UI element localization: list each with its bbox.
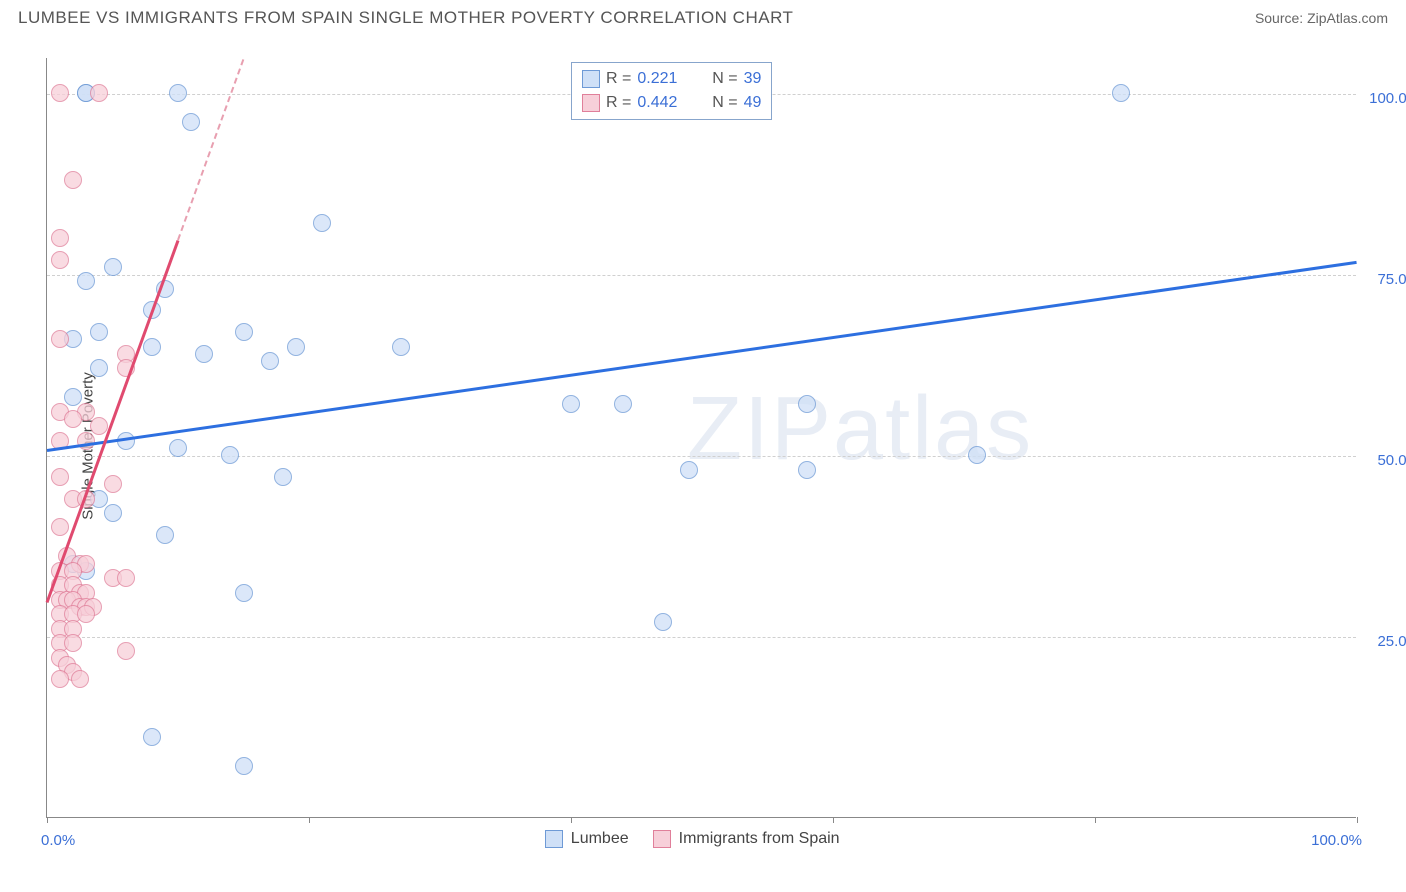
chart-title: LUMBEE VS IMMIGRANTS FROM SPAIN SINGLE M… (18, 8, 793, 28)
data-point (51, 468, 69, 486)
y-tick-label: 50.0% (1377, 452, 1406, 469)
x-tick-label: 0.0% (41, 832, 75, 849)
n-value: 39 (744, 70, 762, 88)
data-point (313, 214, 331, 232)
data-point (77, 272, 95, 290)
x-tick (571, 817, 572, 823)
data-point (64, 410, 82, 428)
r-label: R = (606, 70, 631, 88)
source-label: Source: ZipAtlas.com (1255, 10, 1388, 26)
plot-area: ZIPatlas 25.0%50.0%75.0%100.0%0.0%100.0%… (46, 58, 1356, 818)
data-point (1112, 84, 1130, 102)
n-value: 49 (744, 94, 762, 112)
data-point (274, 468, 292, 486)
grid-line (47, 637, 1356, 638)
data-point (64, 634, 82, 652)
y-tick-label: 100.0% (1369, 90, 1406, 107)
data-point (261, 352, 279, 370)
data-point (195, 345, 213, 363)
data-point (104, 475, 122, 493)
legend-stats: R = 0.221 N = 39 R = 0.442 N = 49 (571, 62, 772, 120)
data-point (235, 757, 253, 775)
data-point (51, 518, 69, 536)
n-label: N = (712, 70, 737, 88)
data-point (968, 446, 986, 464)
legend-label: Immigrants from Spain (679, 830, 840, 848)
data-point (51, 229, 69, 247)
legend-stats-row: R = 0.221 N = 39 (582, 67, 761, 91)
x-tick (1095, 817, 1096, 823)
data-point (64, 171, 82, 189)
data-point (169, 439, 187, 457)
x-tick (833, 817, 834, 823)
trend-line (177, 59, 244, 241)
title-bar: LUMBEE VS IMMIGRANTS FROM SPAIN SINGLE M… (0, 0, 1406, 28)
data-point (104, 258, 122, 276)
legend-swatch (582, 94, 600, 112)
data-point (51, 251, 69, 269)
r-label: R = (606, 94, 631, 112)
data-point (680, 461, 698, 479)
watermark: ZIPatlas (687, 378, 1033, 481)
r-value: 0.221 (637, 70, 691, 88)
data-point (104, 504, 122, 522)
data-point (614, 395, 632, 413)
chart-container: ZIPatlas 25.0%50.0%75.0%100.0%0.0%100.0%… (46, 58, 1386, 838)
data-point (654, 613, 672, 631)
data-point (51, 670, 69, 688)
legend-swatch (582, 70, 600, 88)
data-point (77, 605, 95, 623)
data-point (287, 338, 305, 356)
data-point (156, 526, 174, 544)
data-point (169, 84, 187, 102)
data-point (64, 388, 82, 406)
data-point (71, 670, 89, 688)
legend-item: Immigrants from Spain (653, 830, 840, 848)
data-point (798, 461, 816, 479)
data-point (392, 338, 410, 356)
trend-line (47, 261, 1357, 452)
data-point (235, 584, 253, 602)
legend-series: Lumbee Immigrants from Spain (545, 830, 840, 848)
data-point (143, 728, 161, 746)
data-point (117, 569, 135, 587)
legend-swatch (545, 830, 563, 848)
data-point (51, 84, 69, 102)
n-label: N = (712, 94, 737, 112)
legend-swatch (653, 830, 671, 848)
data-point (90, 359, 108, 377)
y-tick-label: 25.0% (1377, 633, 1406, 650)
legend-stats-row: R = 0.442 N = 49 (582, 91, 761, 115)
x-tick (1357, 817, 1358, 823)
r-value: 0.442 (637, 94, 691, 112)
data-point (221, 446, 239, 464)
data-point (798, 395, 816, 413)
data-point (143, 338, 161, 356)
data-point (235, 323, 253, 341)
x-tick (309, 817, 310, 823)
x-tick (47, 817, 48, 823)
grid-line (47, 456, 1356, 457)
data-point (182, 113, 200, 131)
grid-line (47, 275, 1356, 276)
legend-label: Lumbee (571, 830, 629, 848)
data-point (90, 323, 108, 341)
data-point (51, 330, 69, 348)
data-point (562, 395, 580, 413)
y-tick-label: 75.0% (1377, 271, 1406, 288)
legend-item: Lumbee (545, 830, 629, 848)
data-point (90, 84, 108, 102)
data-point (117, 642, 135, 660)
x-tick-label: 100.0% (1311, 832, 1362, 849)
